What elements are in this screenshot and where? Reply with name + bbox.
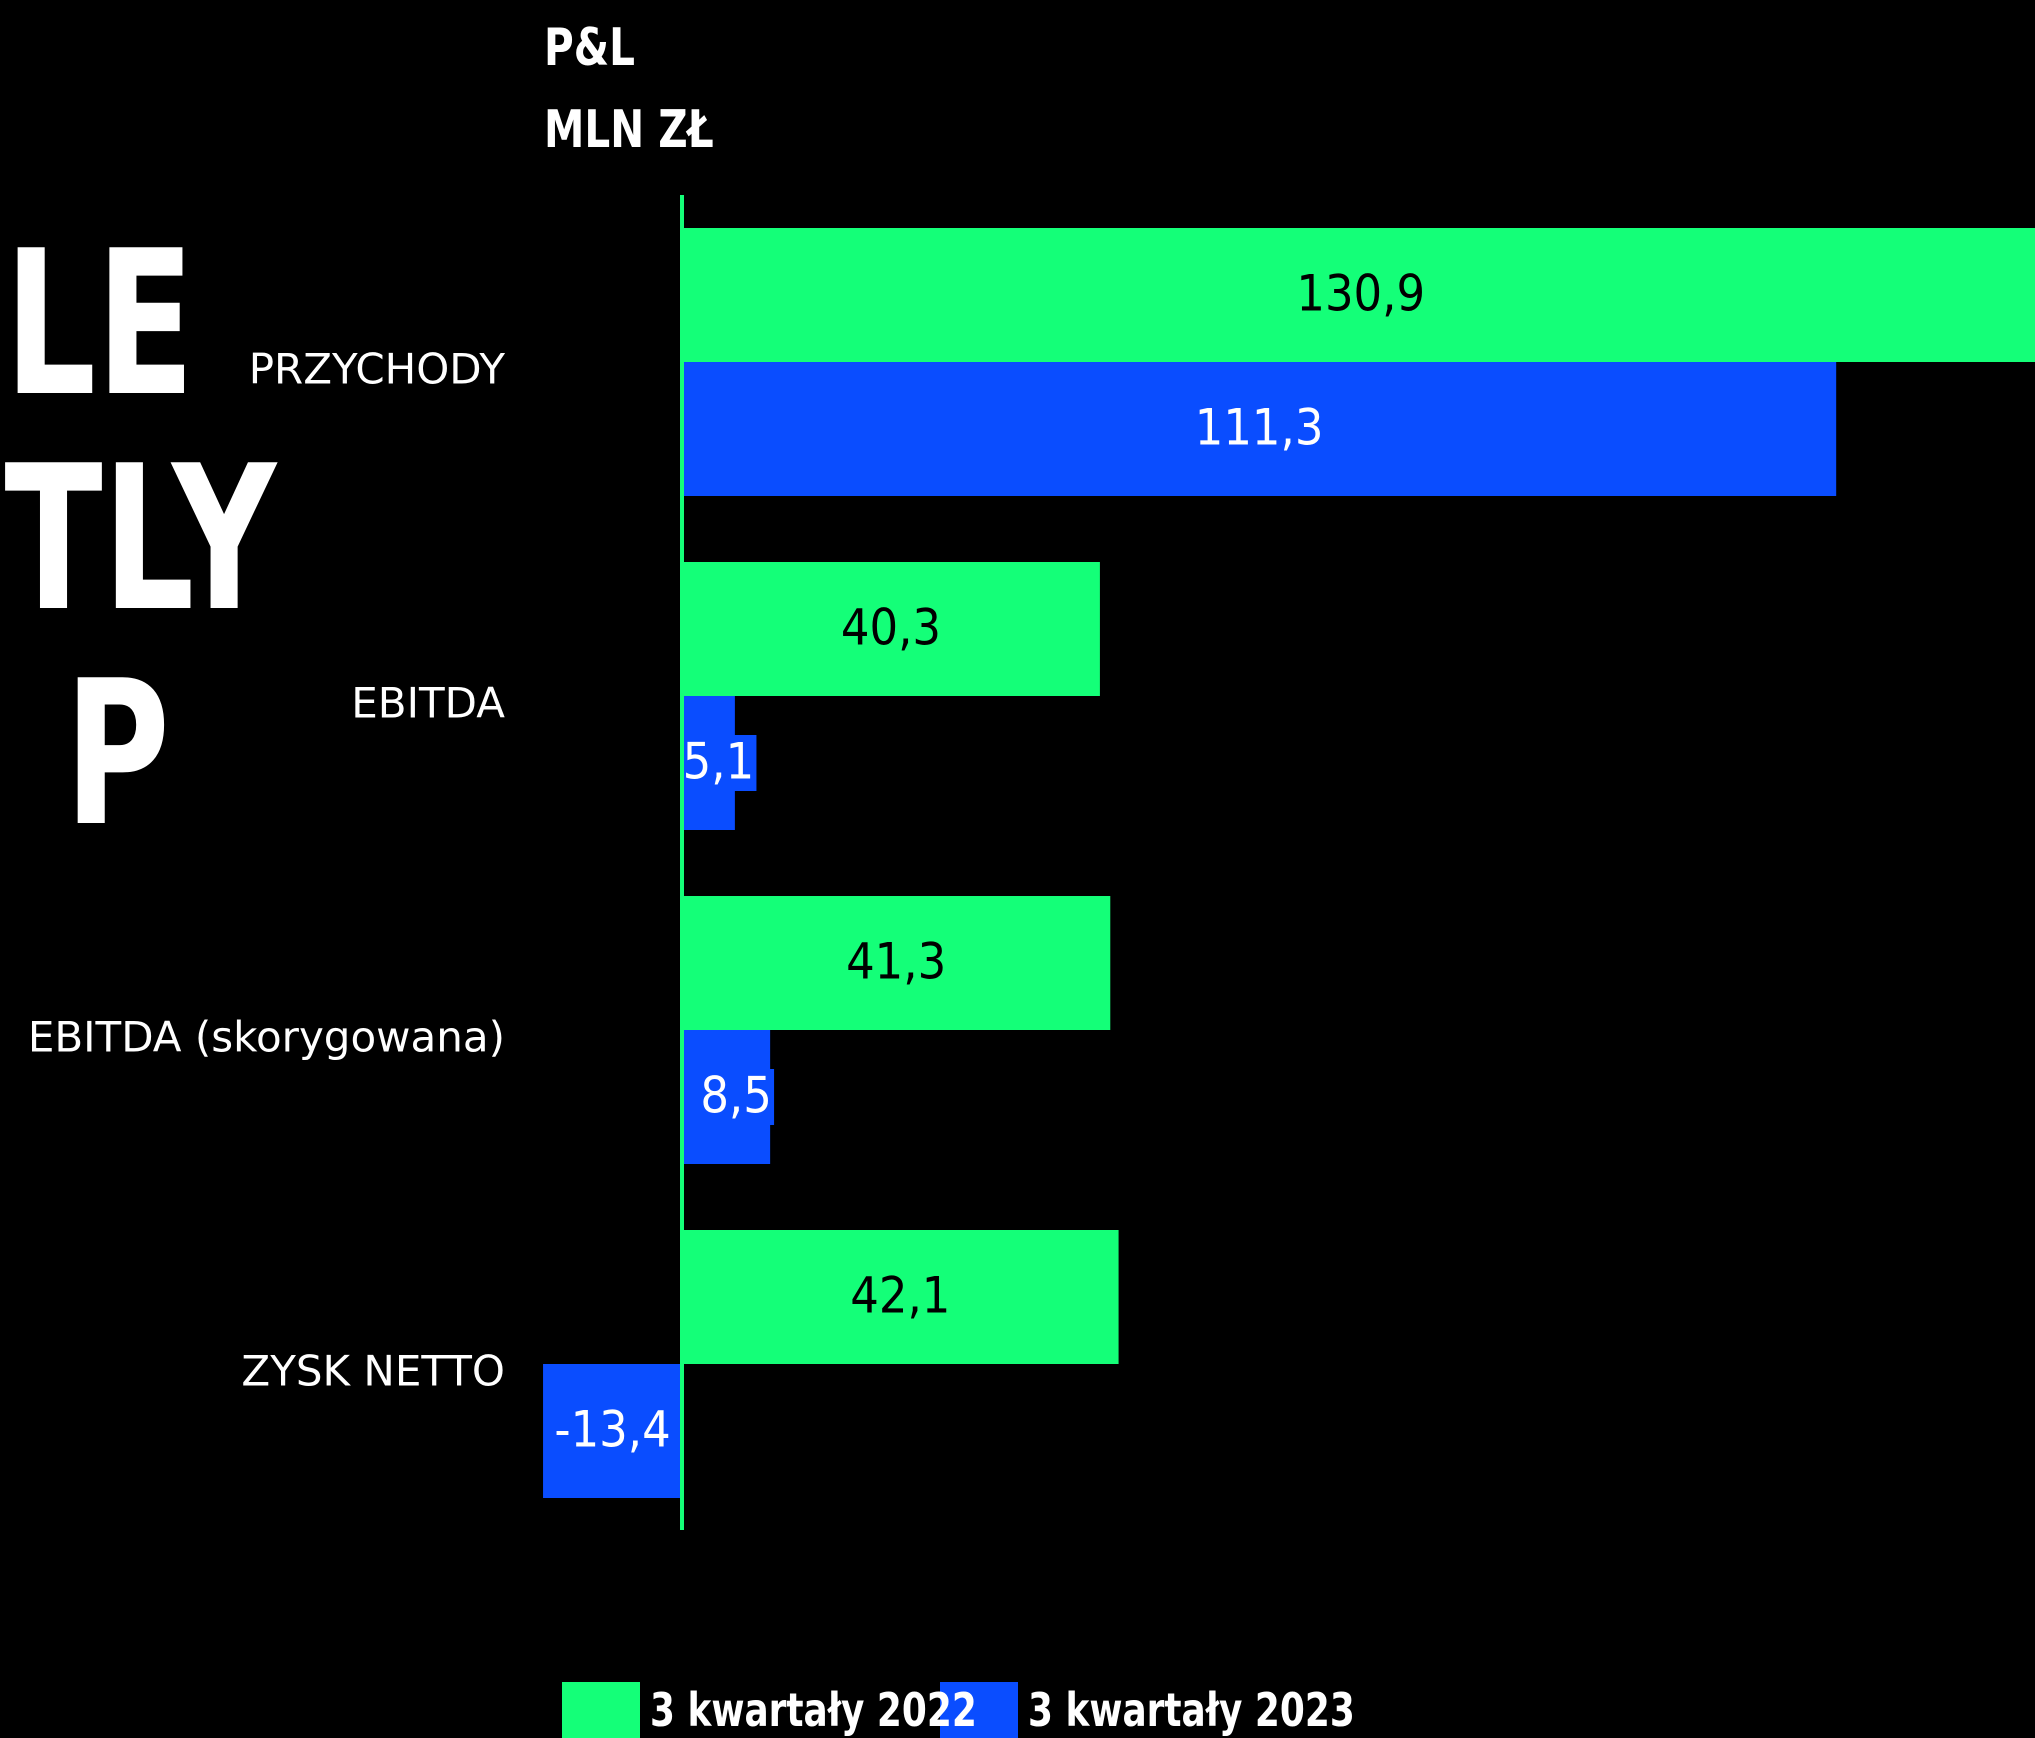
- bar-2022: [682, 228, 2035, 362]
- chart-title-unit: MLN ZŁ: [544, 100, 714, 160]
- data-label: 41,3: [846, 933, 946, 991]
- chart-legend: 3 kwartały 2022 3 kwartały 2023: [562, 1682, 1447, 1738]
- legend-swatch-2023: [940, 1682, 1018, 1738]
- data-label: 130,9: [1296, 265, 1425, 323]
- category-label: ZYSK NETTO: [241, 1347, 505, 1396]
- bar-2022: [682, 562, 1100, 696]
- bar-2022: [682, 1230, 1119, 1364]
- data-label: 42,1: [850, 1267, 950, 1325]
- legend-swatch-2022: [562, 1682, 640, 1738]
- bar-2023: [682, 362, 1837, 496]
- data-label: 8,5: [700, 1067, 772, 1125]
- side-title-fragment-3: P: [64, 638, 170, 871]
- data-label: 5,1: [683, 733, 755, 791]
- bar-2022: [682, 896, 1111, 1030]
- bar-2023: [543, 1364, 682, 1498]
- data-label: -13,4: [554, 1401, 670, 1459]
- bar-chart: PRZYCHODY 130,9 111,3 EBITDA 40,3 5,1 EBITDA (…: [28, 195, 2035, 1530]
- category-label: EBITDA: [351, 679, 505, 728]
- side-title-fragment-1: LE: [4, 208, 195, 441]
- legend-label-2023: 3 kwartały 2023: [1028, 1683, 1355, 1737]
- data-label-background: [698, 1069, 775, 1125]
- data-label: 111,3: [1195, 399, 1324, 457]
- category-label: PRZYCHODY: [249, 345, 506, 394]
- data-label: 40,3: [841, 599, 941, 657]
- legend-label-2022: 3 kwartały 2022: [650, 1683, 977, 1737]
- category-label: EBITDA (skorygowana): [28, 1013, 505, 1062]
- chart-title-pl: P&L: [544, 18, 635, 78]
- data-label-background: [680, 735, 757, 791]
